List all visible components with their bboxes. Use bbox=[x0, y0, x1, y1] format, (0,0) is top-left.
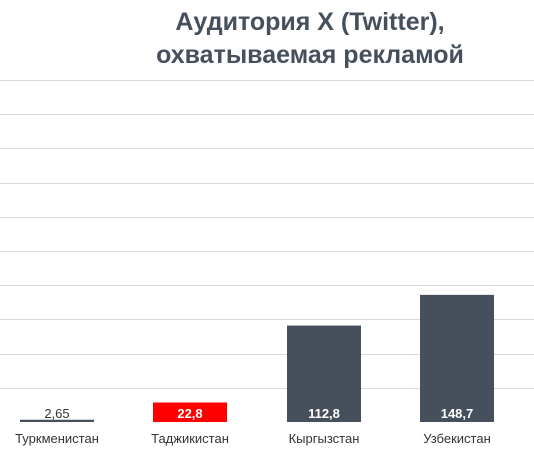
chart-title-line-2: охватываемая рекламой bbox=[156, 41, 464, 69]
chart-title-line-1: Аудитория X (Twitter), bbox=[175, 8, 445, 36]
gridlines bbox=[0, 80, 534, 389]
x-tick-label-2: Кыргызстан bbox=[289, 431, 360, 446]
bar-2 bbox=[287, 325, 361, 422]
bar-0 bbox=[20, 419, 94, 422]
value-labels: 2,65 22,8 112,8 148,7 bbox=[44, 406, 473, 421]
value-label-3: 148,7 bbox=[441, 406, 474, 421]
x-axis-tick-labels: Туркменистан Таджикистан Кыргызстан Узбекис… bbox=[15, 431, 491, 446]
x-tick-label-3: Узбекистан bbox=[423, 431, 491, 446]
value-label-2: 112,8 bbox=[308, 406, 340, 421]
x-tick-label-0: Туркменистан bbox=[15, 431, 99, 446]
chart-title: Аудитория X (Twitter), охватываемая рекл… bbox=[0, 6, 534, 72]
bars bbox=[20, 294, 494, 422]
value-label-0: 2,65 bbox=[44, 406, 69, 421]
value-label-1: 22,8 bbox=[177, 406, 202, 421]
bar-3 bbox=[420, 294, 494, 422]
x-tick-label-1: Таджикистан bbox=[151, 431, 229, 446]
bar-1 bbox=[153, 402, 227, 422]
